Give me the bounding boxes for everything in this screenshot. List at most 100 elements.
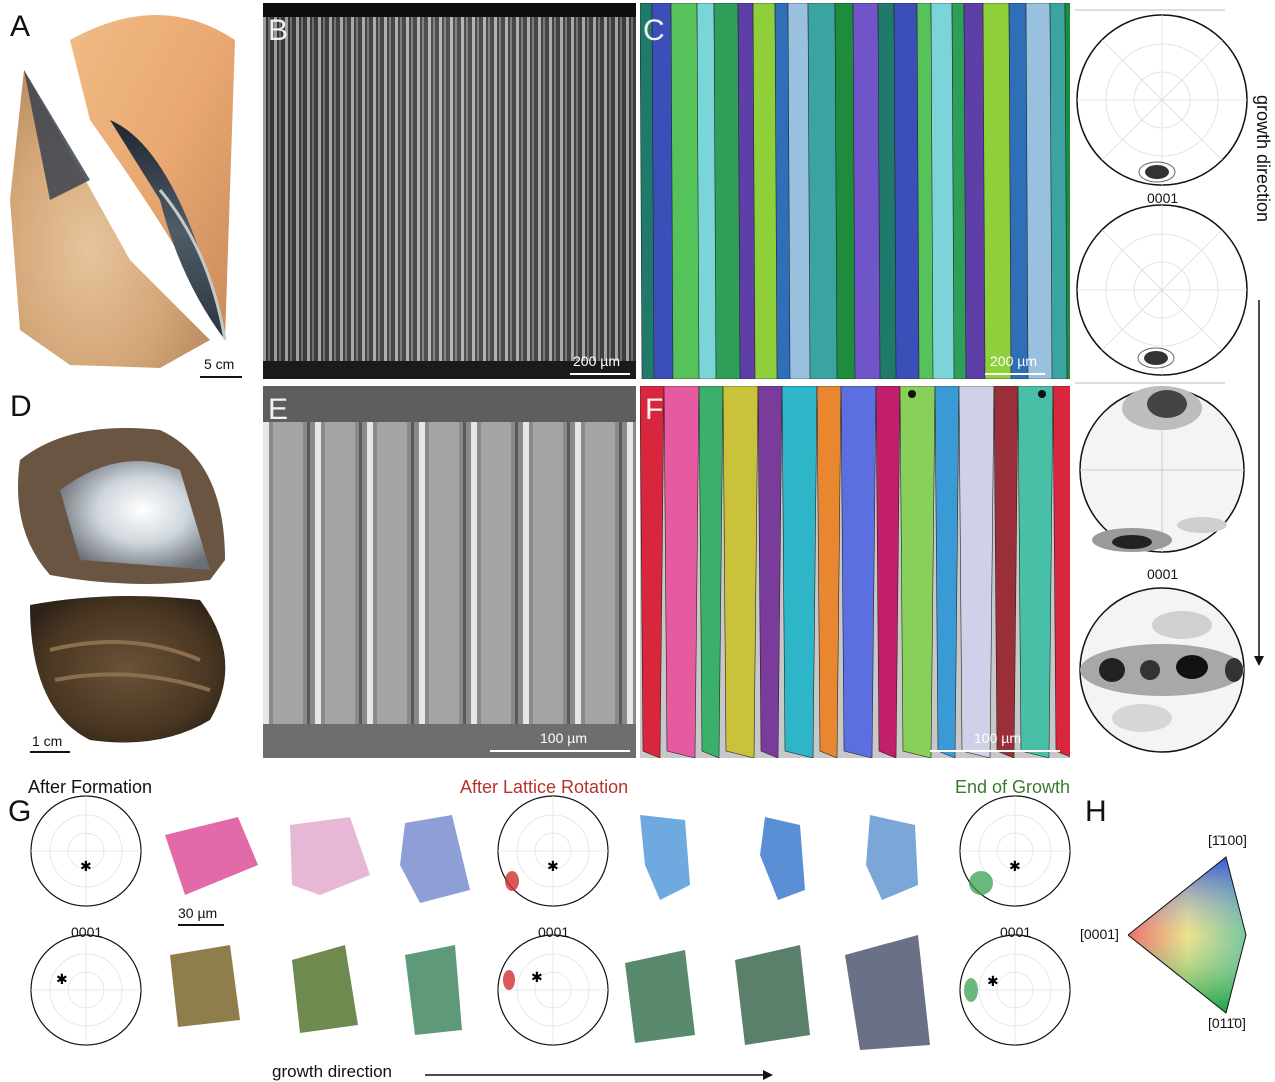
key-label-left: [0001] xyxy=(1080,926,1119,942)
grain-map-2-3 xyxy=(405,945,462,1035)
ebsd-grain-c xyxy=(774,3,792,379)
ebsd-grain-c xyxy=(1064,3,1070,379)
pole-figure-g-end-1: ✱ xyxy=(959,795,1071,907)
sem-image-e xyxy=(263,386,636,758)
grain-map-2-1 xyxy=(170,945,240,1027)
pole-figure-c2 xyxy=(1076,204,1248,376)
scalebar-e xyxy=(490,750,630,752)
ebsd-map-c xyxy=(640,3,1070,379)
key-label-bottom: [011̄0] xyxy=(1208,1015,1246,1031)
svg-text:✱: ✱ xyxy=(1009,858,1021,874)
panel-letter-c: C xyxy=(643,14,665,47)
panel-letter-h: H xyxy=(1085,795,1107,828)
ebsd-grain-f xyxy=(1052,386,1070,758)
ebsd-grain-c xyxy=(1008,3,1030,379)
ebsd-grain-c xyxy=(737,3,757,379)
grain-map-1-3 xyxy=(400,815,470,903)
scale-label-f: 100 µm xyxy=(974,730,1021,746)
ebsd-grain-f xyxy=(993,386,1019,758)
ebsd-grain-c xyxy=(1049,3,1069,379)
pole-figure-f1 xyxy=(1079,386,1245,553)
growth-direction-label-right: growth direction xyxy=(1253,95,1273,223)
grain-map-1-1 xyxy=(165,817,258,895)
svg-text:✱: ✱ xyxy=(987,973,999,989)
ebsd-grain-c xyxy=(877,3,898,379)
ebsd-grain-f xyxy=(1017,386,1054,758)
ebsd-grain-f xyxy=(816,386,842,758)
ebsd-grain-f xyxy=(722,386,759,758)
ebsd-grain-f xyxy=(958,386,995,758)
pole-label-c: 0001 xyxy=(1147,190,1179,206)
pole-figure-g-rotation-2: ✱ xyxy=(497,934,609,1046)
grain-map-2-5 xyxy=(735,945,810,1045)
ebsd-grain-c xyxy=(834,3,857,379)
ebsd-grain-c xyxy=(916,3,935,379)
pole-figure-g-formation-1: ✱ xyxy=(30,795,142,907)
pole-figures-right xyxy=(1075,9,1264,753)
ebsd-grain-c xyxy=(640,3,656,379)
grain-map-1-6 xyxy=(866,815,918,900)
grain-map-1-2 xyxy=(290,817,370,895)
pole-label-f: 0001 xyxy=(1147,566,1179,582)
grain-map-1-4 xyxy=(640,815,690,900)
pole-figure-g-formation-2: ✱ xyxy=(30,934,142,1046)
scalebar-f xyxy=(930,750,1060,752)
svg-text:✱: ✱ xyxy=(56,971,68,987)
ebsd-grain-c xyxy=(651,3,675,379)
grain-map-2-4 xyxy=(625,950,695,1043)
ebsd-grain-c xyxy=(852,3,882,379)
ebsd-grain-f xyxy=(757,386,783,758)
ebsd-grain-f xyxy=(934,386,960,758)
ebsd-grain-c xyxy=(930,3,956,379)
ebsd-grain-f xyxy=(781,386,818,758)
ebsd-grain-c xyxy=(787,3,812,379)
scalebar-a xyxy=(200,376,242,378)
scalebar-b xyxy=(570,373,630,375)
grain-map-2-2 xyxy=(292,945,358,1033)
ebsd-grain-c xyxy=(982,3,1013,379)
ebsd-grain-c xyxy=(893,3,921,379)
ebsd-grain-f xyxy=(663,386,700,758)
panel-letter-a: A xyxy=(10,10,31,43)
ebsd-grain-c xyxy=(696,3,718,379)
ebsd-grain-f xyxy=(875,386,901,758)
g-pole-label-1: 0001 xyxy=(71,924,103,940)
ebsd-grain-f xyxy=(698,386,724,758)
scale-label-b: 200 µm xyxy=(573,353,620,369)
ebsd-grain-c xyxy=(670,3,701,379)
grain-map-2-6 xyxy=(845,935,930,1050)
scale-label-c: 200 µm xyxy=(990,353,1037,369)
scalebar-c xyxy=(985,373,1045,375)
scalebar-d xyxy=(30,751,70,753)
key-label-top: [1̄100] xyxy=(1208,832,1247,848)
pole-figure-f2 xyxy=(1079,587,1245,753)
svg-text:✱: ✱ xyxy=(531,969,543,985)
scale-label-g: 30 µm xyxy=(178,905,218,921)
stage-title-end: End of Growth xyxy=(955,777,1071,797)
ebsd-grain-c xyxy=(1025,3,1054,379)
ebsd-grain-c xyxy=(713,3,742,379)
shell-photo-d xyxy=(18,428,226,743)
ebsd-grain-c xyxy=(963,3,987,379)
shell-photo-a xyxy=(10,15,235,368)
pole-figure-g-end-2: ✱ xyxy=(959,934,1071,1046)
svg-text:✱: ✱ xyxy=(547,858,559,874)
panel-letter-f: F xyxy=(645,393,664,426)
panel-letter-g: G xyxy=(8,795,32,828)
ebsd-grain-f xyxy=(640,386,665,758)
stage-title-formation: After Formation xyxy=(28,777,153,797)
ipf-color-key xyxy=(1128,856,1247,1014)
pole-figure-c1 xyxy=(1076,14,1248,186)
panel-letter-d: D xyxy=(10,390,32,423)
scale-label-a: 5 cm xyxy=(204,356,235,372)
stage-title-rotation: After Lattice Rotation xyxy=(460,777,629,797)
grain-map-1-5 xyxy=(760,817,805,900)
sem-image-b xyxy=(263,3,636,379)
ebsd-grain-f xyxy=(840,386,877,758)
panel-letter-b: B xyxy=(268,14,289,47)
svg-text:✱: ✱ xyxy=(80,858,92,874)
scale-label-d: 1 cm xyxy=(32,733,63,749)
growth-arrow-bottom xyxy=(425,1070,773,1080)
ebsd-grain-c xyxy=(752,3,779,379)
growth-direction-label-bottom: growth direction xyxy=(272,1062,393,1081)
